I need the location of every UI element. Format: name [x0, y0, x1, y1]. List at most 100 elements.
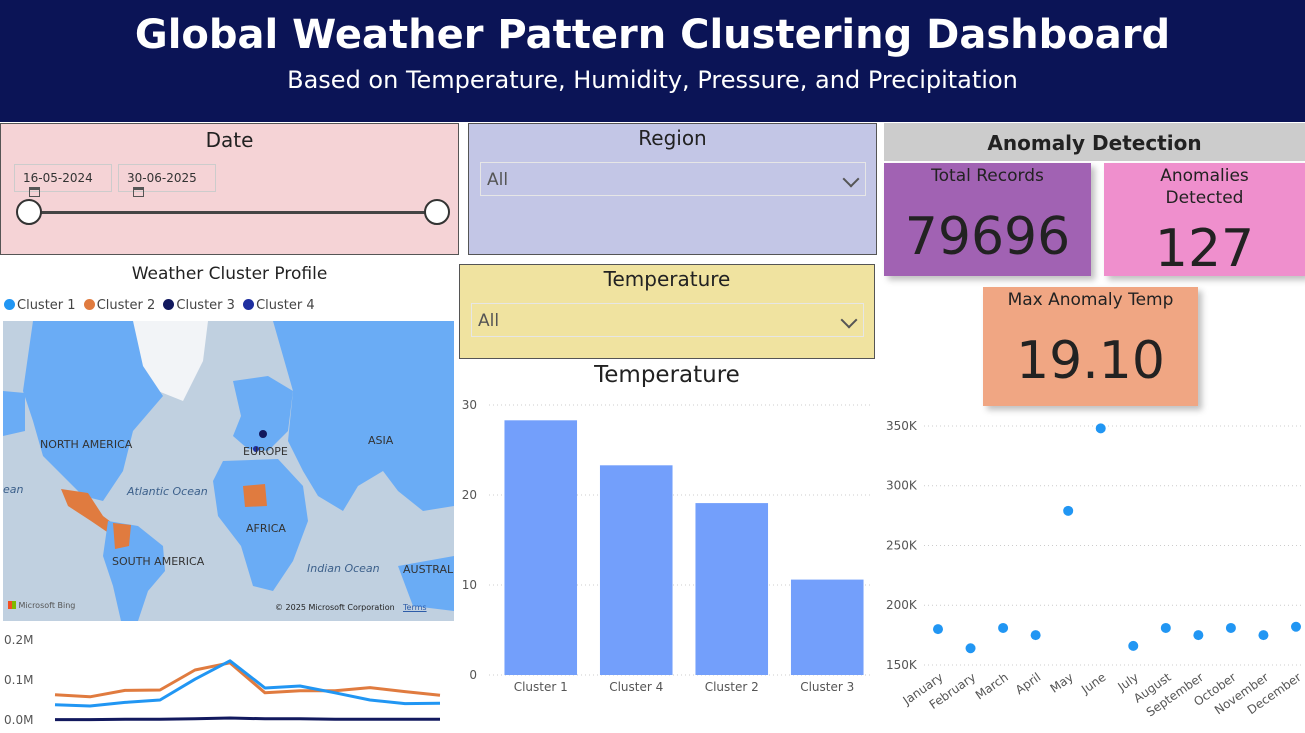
total-records-label: Total Records — [931, 166, 1044, 186]
date-slicer-title: Date — [205, 128, 254, 152]
map-terms-link[interactable]: Terms — [403, 603, 427, 612]
temperature-slicer-title: Temperature — [603, 267, 731, 291]
dashboard-title: Global Weather Pattern Clustering Dashbo… — [134, 12, 1171, 58]
map-label-north-america: NORTH AMERICA — [40, 438, 133, 451]
bar-x-tick-label: Cluster 4 — [609, 680, 663, 694]
bar-y-tick-label: 30 — [462, 398, 477, 412]
bar-cluster-2 — [695, 503, 769, 675]
map-label-ocean-left: ean — [3, 483, 24, 496]
north-america-shape — [23, 321, 163, 501]
end-date-input[interactable]: 30-06-2025 — [118, 164, 216, 197]
legend-item-cluster-1[interactable]: Cluster 1 — [4, 298, 76, 313]
africa-shape — [213, 459, 308, 591]
legend-dot-icon — [163, 299, 175, 310]
date-range-slider-track[interactable] — [29, 211, 437, 214]
map-copyright: © 2025 Microsoft Corporation — [275, 603, 395, 612]
region-slicer: Region All — [468, 123, 877, 255]
west-landmass-shape — [3, 391, 25, 436]
scatter-point-july — [1128, 640, 1139, 651]
scatter-x-tick-label: June — [1078, 670, 1108, 697]
legend-item-cluster-3[interactable]: Cluster 3 — [163, 298, 235, 313]
max-anomaly-temp-value: 19.10 — [1016, 331, 1165, 391]
scatter-point-september — [1193, 630, 1204, 641]
temperature-dropdown[interactable]: All — [471, 303, 864, 337]
region-dropdown[interactable]: All — [480, 162, 866, 196]
scatter-point-january — [933, 624, 943, 635]
scatter-y-tick-label: 150K — [886, 658, 918, 672]
bar-x-tick-label: Cluster 3 — [800, 680, 854, 694]
line-y-tick-label: 0.2M — [4, 633, 33, 647]
weather-cluster-map[interactable]: NORTH AMERICA EUROPE ASIA Atlantic Ocean… — [3, 321, 454, 621]
bing-logo: Microsoft Bing — [8, 601, 75, 610]
map-label-indian-ocean: Indian Ocean — [307, 562, 380, 575]
mexico-shape — [61, 489, 123, 536]
map-legend: Cluster 1 Cluster 2 Cluster 3 Cluster 4 — [4, 298, 319, 313]
map-label-europe: EUROPE — [243, 445, 288, 458]
map-title: Weather Cluster Profile — [131, 264, 328, 284]
scatter-x-tick-label: March — [973, 670, 1011, 702]
legend-label: Cluster 4 — [256, 298, 315, 313]
calendar-icon[interactable] — [133, 187, 144, 197]
legend-item-cluster-4[interactable]: Cluster 4 — [243, 298, 315, 313]
bar-x-tick-label: Cluster 2 — [705, 680, 759, 694]
scatter-point-april — [1030, 630, 1041, 641]
date-range-start-handle[interactable] — [16, 199, 42, 225]
libya-shape — [243, 484, 267, 507]
bar-cluster-3 — [790, 579, 864, 675]
anomalies-detected-label-2: Detected — [1165, 188, 1244, 208]
total-records-card: Total Records 79696 — [884, 163, 1091, 276]
map-shapes — [3, 321, 454, 621]
bar-y-tick-label: 0 — [469, 668, 477, 682]
colombia-venezuela-shape — [113, 523, 131, 549]
dashboard-subtitle: Based on Temperature, Humidity, Pressure… — [287, 66, 1018, 94]
bar-cluster-1 — [504, 420, 578, 675]
microsoft-logo-icon — [8, 601, 16, 609]
end-date-value: 30-06-2025 — [127, 171, 197, 185]
legend-label: Cluster 1 — [17, 298, 76, 313]
scatter-point-june — [1095, 423, 1106, 434]
anomaly-detection-header: Anomaly Detection — [884, 123, 1305, 161]
date-slicer: Date 16-05-2024 30-06-2025 — [0, 123, 459, 255]
bar-chart-title: Temperature — [594, 362, 740, 388]
bar-y-tick-label: 10 — [462, 578, 477, 592]
start-date-value: 16-05-2024 — [23, 171, 93, 185]
legend-label: Cluster 3 — [176, 298, 235, 313]
line-series-1 — [54, 661, 441, 699]
dashboard-header: Global Weather Pattern Clustering Dashbo… — [0, 0, 1305, 122]
bar-cluster-4 — [599, 465, 673, 675]
date-range-end-handle[interactable] — [424, 199, 450, 225]
scatter-x-tick-label: May — [1048, 670, 1076, 696]
legend-label: Cluster 2 — [96, 298, 156, 313]
australia-shape — [398, 556, 454, 611]
scatter-point-december — [1291, 621, 1301, 632]
temperature-bar-chart: 0 10 20 30 Cluster 1 Cluster 4 Cluster 2 Cluste… — [462, 398, 871, 694]
scatter-point-may — [1063, 505, 1074, 516]
scatter-point-august — [1160, 622, 1171, 633]
anomalies-detected-value: 127 — [1154, 219, 1255, 279]
monthly-scatter-chart: 150K200K250K300K350KJanuaryFebruaryMarch… — [886, 419, 1304, 720]
map-label-atlantic-ocean: Atlantic Ocean — [127, 485, 208, 498]
scatter-y-tick-label: 300K — [886, 479, 918, 493]
temperature-dropdown-value: All — [478, 311, 500, 331]
scatter-point-march — [998, 622, 1009, 633]
scatter-y-tick-label: 200K — [886, 598, 918, 612]
legend-item-cluster-2[interactable]: Cluster 2 — [83, 298, 156, 313]
cluster4-marker — [253, 446, 259, 452]
asia-shape — [273, 321, 454, 511]
region-slicer-title: Region — [638, 126, 707, 150]
chevron-down-icon[interactable] — [840, 311, 858, 329]
map-label-australia: AUSTRALI — [403, 563, 454, 576]
bing-label: Microsoft Bing — [18, 601, 76, 610]
temperature-slicer: Temperature All — [459, 264, 875, 359]
scatter-point-november — [1258, 630, 1269, 641]
total-records-value: 79696 — [904, 207, 1071, 267]
cluster3-marker — [259, 430, 267, 438]
line-y-tick-label: 0.1M — [4, 673, 33, 687]
scatter-y-tick-label: 350K — [886, 419, 918, 433]
calendar-icon[interactable] — [29, 187, 40, 197]
chevron-down-icon[interactable] — [842, 170, 860, 188]
start-date-input[interactable]: 16-05-2024 — [14, 164, 112, 197]
bar-x-tick-label: Cluster 1 — [514, 680, 568, 694]
map-label-asia: ASIA — [368, 434, 394, 447]
line-series-2 — [54, 659, 441, 708]
